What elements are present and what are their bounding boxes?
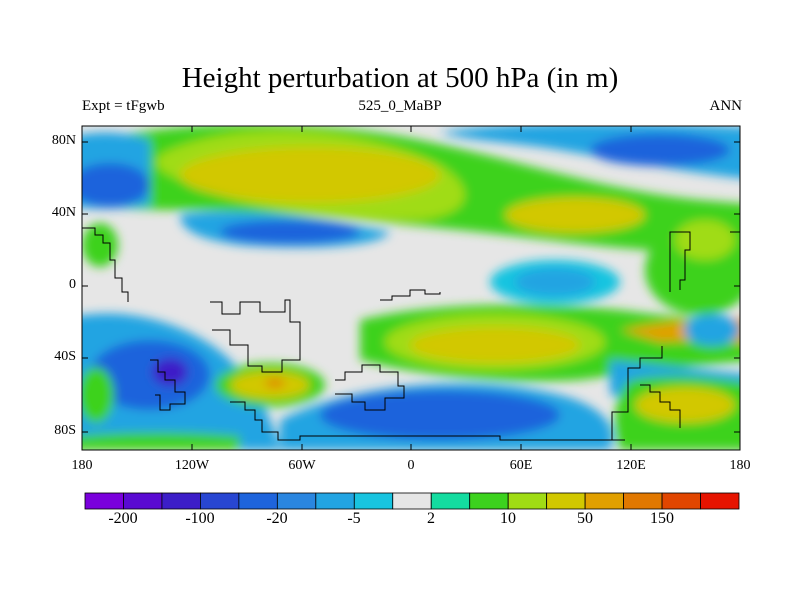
lon-tick-label: 60E [509, 458, 533, 473]
map-title: Height perturbation at 500 hPa (in m) [181, 62, 619, 94]
lon-tick-label: 180 [71, 458, 93, 473]
lon-tick-label: 120E [616, 458, 646, 473]
period-label: 525_0_MaBP [358, 98, 442, 114]
colorbar-label: 150 [650, 510, 674, 527]
lon-tick-label: 180 [729, 458, 751, 473]
colorbar-box [700, 492, 740, 510]
lon-tick-label: 0 [407, 458, 415, 473]
colorbar-box [392, 492, 432, 510]
colorbar-box [623, 492, 663, 510]
colorbar-box [661, 492, 701, 510]
lon-tick-label: 120W [174, 458, 210, 473]
season-label: ANN [709, 98, 743, 114]
colorbar-label: 50 [577, 510, 593, 527]
colorbar-box [469, 492, 509, 510]
colorbar-box [430, 492, 471, 510]
colorbar [84, 492, 740, 510]
colorbar-label: -100 [185, 510, 215, 527]
colorbar-box [315, 492, 355, 510]
contour-fill [82, 126, 740, 450]
lat-tick-label: 80S [54, 423, 76, 438]
colorbar-box [123, 492, 163, 510]
colorbar-box [276, 492, 317, 510]
colorbar-label: -200 [108, 510, 138, 527]
experiment-label: Expt = tFgwb [82, 98, 165, 114]
tick-marks [82, 126, 740, 450]
colorbar-box [238, 492, 278, 510]
coastline-outline [82, 227, 740, 441]
lat-tick-label: 40N [51, 205, 76, 220]
colorbar-box [546, 492, 586, 510]
lat-tick-label: 40S [54, 349, 76, 364]
colorbar-box [584, 492, 624, 510]
colorbar-label: -5 [347, 510, 361, 527]
colorbar-box [200, 492, 240, 510]
colorbar-box [161, 492, 201, 510]
colorbar-label: -20 [266, 510, 288, 527]
colorbar-box [507, 492, 548, 510]
colorbar-box [353, 492, 394, 510]
lon-tick-label: 60W [288, 458, 316, 473]
colorbar-label: 2 [427, 510, 435, 527]
colorbar-box [84, 492, 124, 510]
colorbar-label: 10 [500, 510, 516, 527]
lat-tick-label: 80N [51, 133, 76, 148]
lat-tick-label: 0 [69, 277, 76, 292]
